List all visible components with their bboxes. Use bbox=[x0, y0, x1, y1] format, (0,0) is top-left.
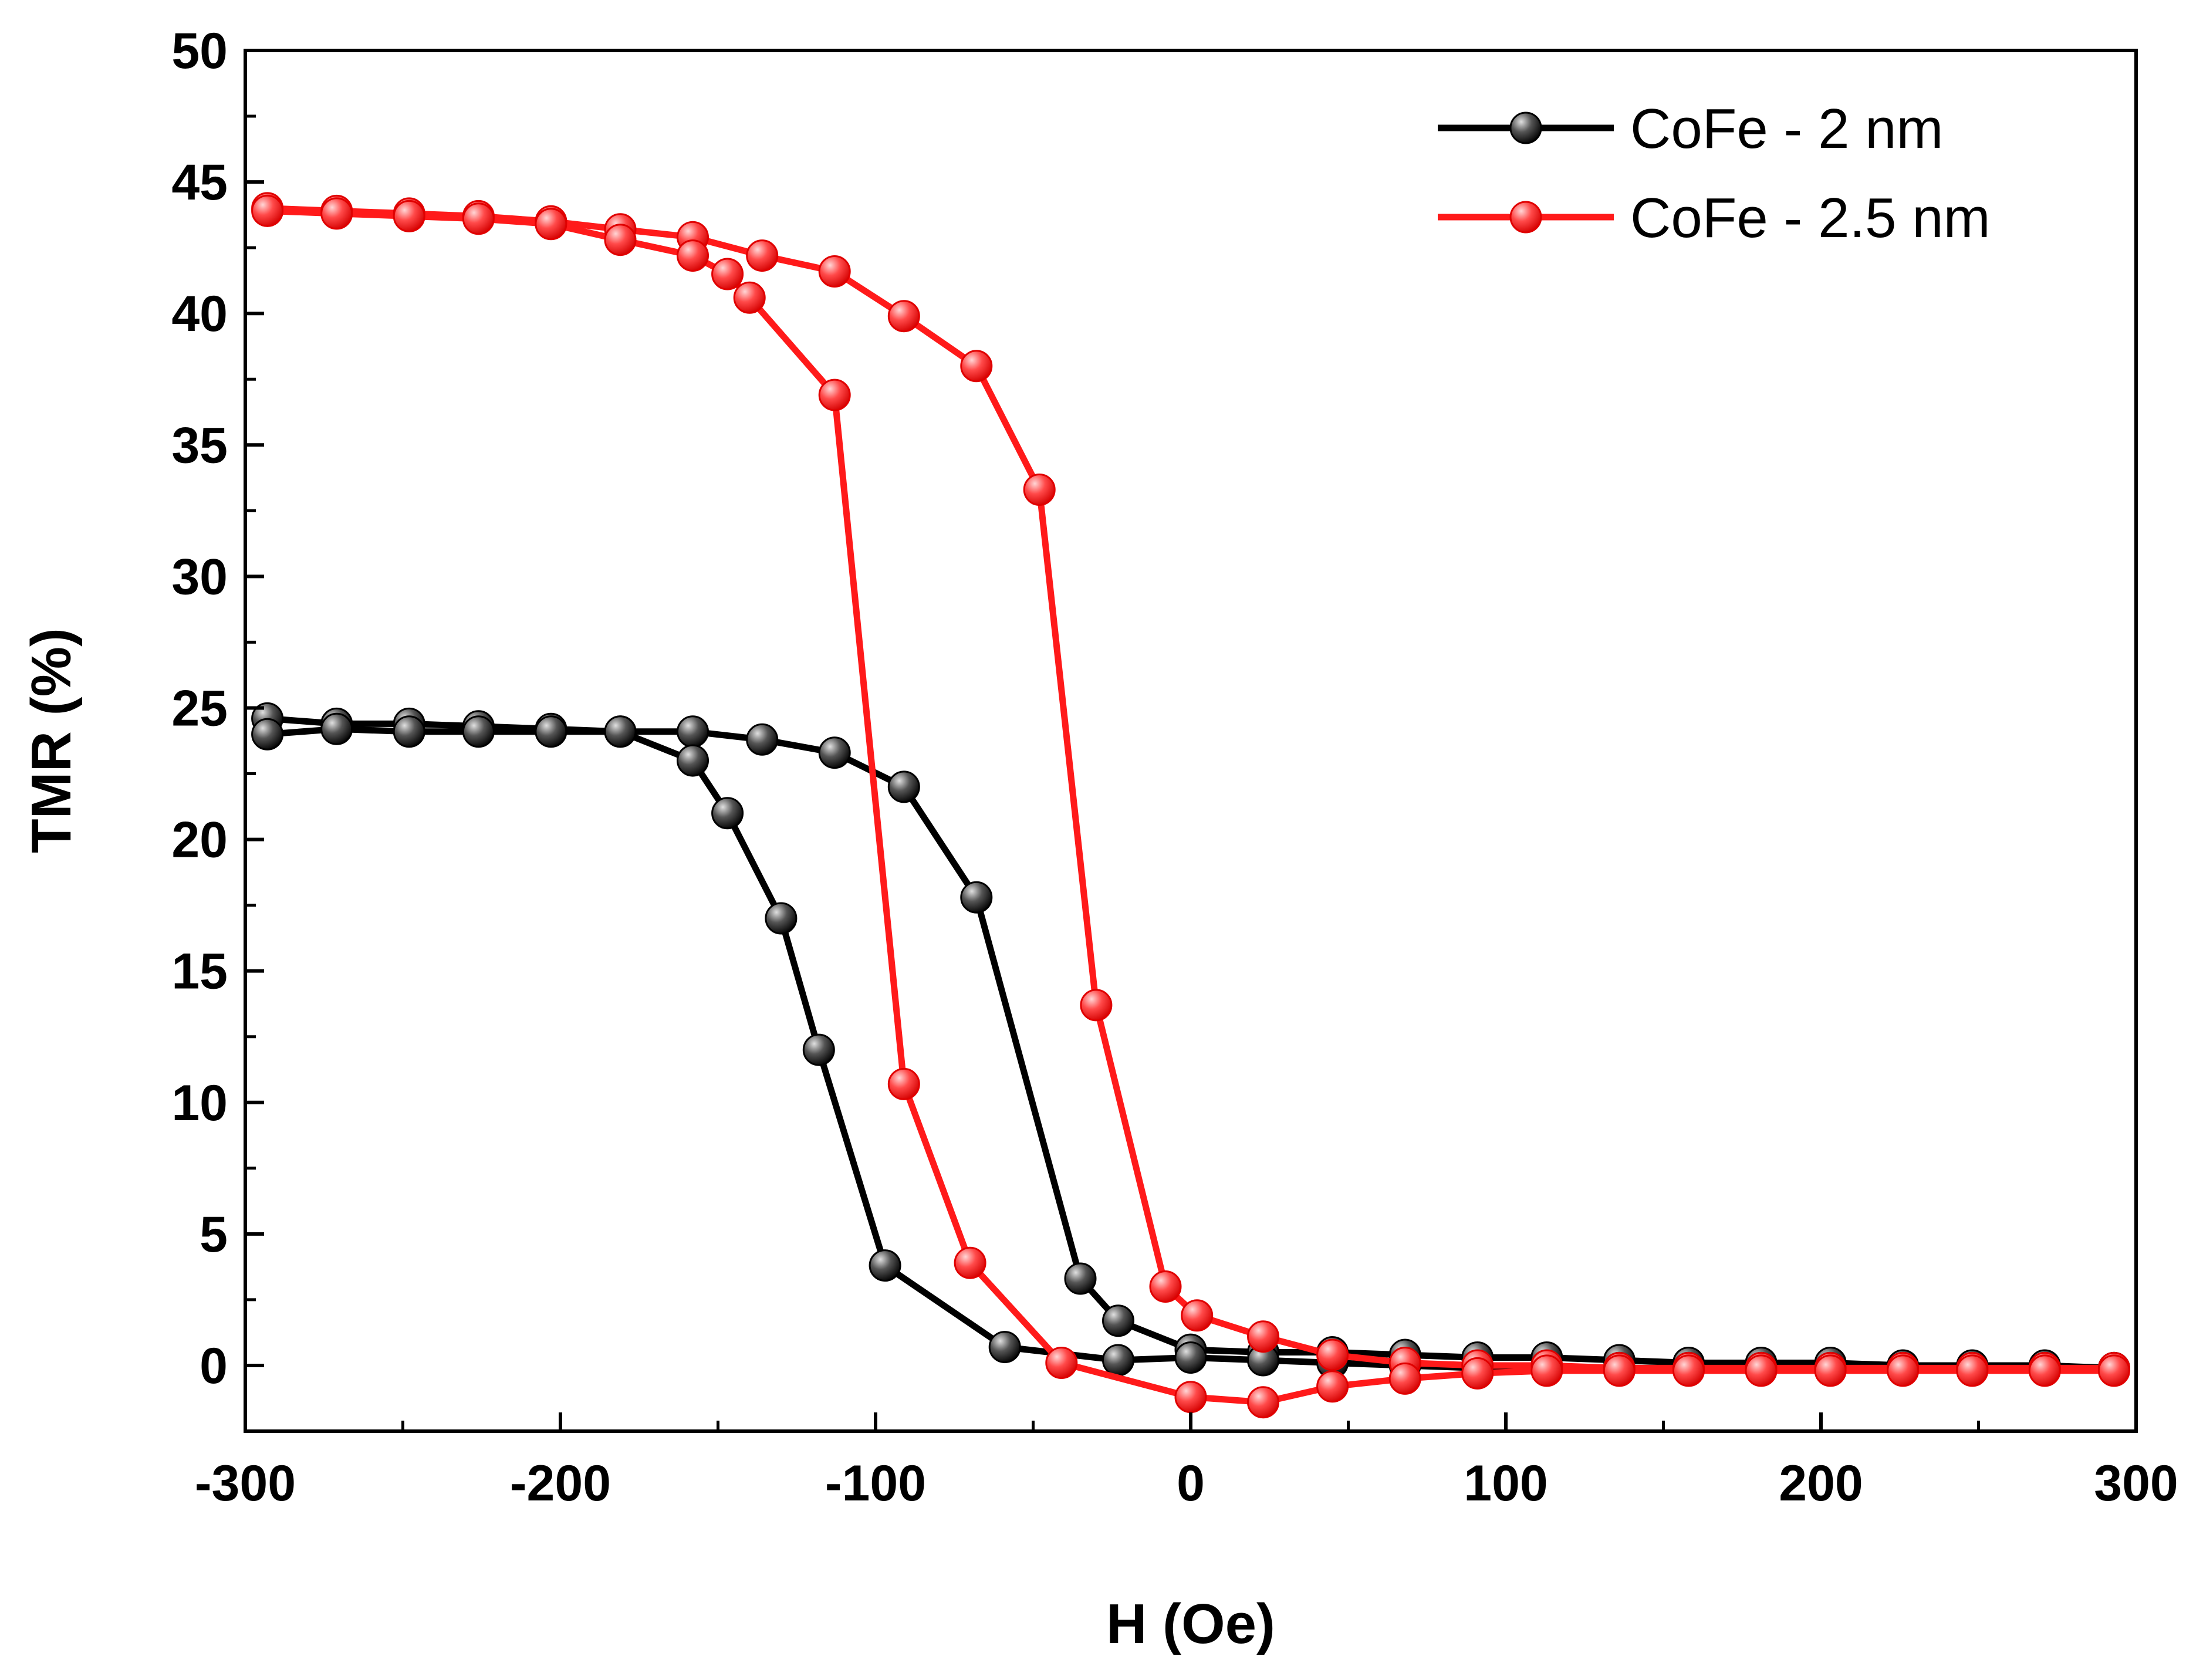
data-point-cofe-2-5nm bbox=[2097, 1354, 2130, 1387]
data-point-cofe-2-5nm bbox=[251, 194, 284, 227]
y-tick-label: 10 bbox=[171, 1075, 228, 1131]
y-tick-label: 35 bbox=[171, 417, 228, 474]
data-point-cofe-2-5nm bbox=[1461, 1357, 1494, 1390]
data-point-cofe-2-5nm bbox=[1247, 1320, 1279, 1353]
series-line-cofe-2nm-branch-1 bbox=[264, 715, 2117, 1371]
data-point-cofe-2-5nm bbox=[1247, 1386, 1279, 1419]
data-point-cofe-2-5nm bbox=[1672, 1354, 1705, 1387]
legend: CoFe - 2 nm CoFe - 2.5 nm bbox=[1438, 97, 1991, 249]
plot-frame bbox=[244, 49, 2138, 1433]
y-tick-label: 15 bbox=[171, 944, 228, 1000]
y-tick-label: 45 bbox=[171, 154, 228, 211]
x-tick-label: -200 bbox=[510, 1455, 611, 1512]
series-cofe-2nm bbox=[251, 702, 2130, 1384]
x-tick-label: -300 bbox=[195, 1455, 296, 1512]
y-axis-title: TMR (%) bbox=[20, 628, 83, 853]
data-point-cofe-2-5nm bbox=[711, 258, 744, 290]
data-point-cofe-2nm bbox=[1102, 1304, 1134, 1337]
data-point-cofe-2-5nm bbox=[960, 350, 993, 383]
x-axis: -300 -200 -100 0 100 200 300 bbox=[195, 1412, 2178, 1512]
data-point-cofe-2-5nm bbox=[954, 1246, 986, 1279]
data-point-cofe-2-5nm bbox=[1316, 1338, 1349, 1371]
data-point-cofe-2nm bbox=[604, 715, 637, 748]
data-point-cofe-2nm bbox=[393, 715, 425, 748]
data-point-cofe-2-5nm bbox=[2028, 1354, 2061, 1387]
data-point-cofe-2-5nm bbox=[1887, 1354, 1920, 1387]
series-line-cofe-2nm-branch-2 bbox=[264, 725, 2117, 1371]
data-point-cofe-2-5nm bbox=[677, 239, 709, 272]
plot-series bbox=[251, 192, 2130, 1419]
data-point-cofe-2nm bbox=[462, 715, 495, 748]
legend-label-cofe-2-5nm: CoFe - 2.5 nm bbox=[1630, 187, 1991, 249]
data-point-cofe-2nm bbox=[960, 881, 993, 914]
data-point-cofe-2nm bbox=[1174, 1341, 1207, 1374]
y-tick-label: 40 bbox=[171, 286, 228, 342]
data-point-cofe-2-5nm bbox=[818, 378, 851, 411]
data-point-cofe-2-5nm bbox=[746, 239, 779, 272]
series-cofe-2-5nm bbox=[251, 192, 2130, 1419]
data-point-cofe-2nm bbox=[887, 770, 920, 803]
data-point-cofe-2-5nm bbox=[887, 300, 920, 333]
data-point-cofe-2-5nm bbox=[535, 208, 567, 241]
y-tick-label: 20 bbox=[171, 812, 228, 868]
data-point-cofe-2nm bbox=[677, 744, 709, 777]
y-tick-label: 5 bbox=[200, 1206, 228, 1263]
x-tick-label: -100 bbox=[825, 1455, 926, 1512]
x-tick-label: 0 bbox=[1177, 1455, 1205, 1512]
data-point-cofe-2nm bbox=[1102, 1344, 1134, 1377]
data-point-cofe-2-5nm bbox=[320, 197, 353, 230]
data-point-cofe-2-5nm bbox=[1174, 1381, 1207, 1414]
series-line-cofe-2-5nm-branch-2 bbox=[264, 207, 2117, 1406]
data-point-cofe-2-5nm bbox=[393, 200, 425, 232]
y-tick-label: 0 bbox=[200, 1338, 228, 1394]
data-point-cofe-2-5nm bbox=[818, 255, 851, 288]
y-tick-label: 50 bbox=[171, 23, 228, 79]
data-point-cofe-2-5nm bbox=[887, 1067, 920, 1100]
data-point-cofe-2-5nm bbox=[733, 281, 766, 314]
data-point-cofe-2nm bbox=[988, 1331, 1021, 1364]
data-point-cofe-2-5nm bbox=[1814, 1354, 1847, 1387]
data-point-cofe-2-5nm bbox=[462, 202, 495, 235]
series-line-cofe-2-5nm-branch-1 bbox=[264, 205, 2117, 1371]
data-point-cofe-2nm bbox=[251, 718, 284, 751]
data-point-cofe-2nm bbox=[765, 902, 798, 935]
x-tick-label: 200 bbox=[1779, 1455, 1863, 1512]
y-axis: 0 5 10 15 20 25 30 35 40 45 50 bbox=[171, 23, 264, 1394]
data-point-cofe-2nm bbox=[535, 715, 567, 748]
data-point-cofe-2nm bbox=[869, 1249, 901, 1282]
data-point-cofe-2nm bbox=[320, 712, 353, 745]
x-tick-label: 100 bbox=[1464, 1455, 1548, 1512]
data-point-cofe-2-5nm bbox=[1023, 474, 1056, 506]
data-point-cofe-2nm bbox=[711, 797, 744, 830]
data-point-cofe-2-5nm bbox=[1316, 1370, 1349, 1403]
data-point-cofe-2nm bbox=[818, 736, 851, 769]
data-point-cofe-2-5nm bbox=[1181, 1299, 1214, 1332]
data-point-cofe-2-5nm bbox=[604, 224, 637, 256]
data-point-cofe-2-5nm bbox=[1080, 989, 1113, 1022]
y-tick-label: 25 bbox=[171, 680, 228, 736]
data-point-cofe-2nm bbox=[746, 723, 779, 756]
legend-marker-cofe-2-5nm bbox=[1509, 201, 1542, 234]
data-point-cofe-2-5nm bbox=[1045, 1347, 1078, 1379]
data-point-cofe-2-5nm bbox=[1603, 1354, 1636, 1387]
data-point-cofe-2-5nm bbox=[1745, 1354, 1778, 1387]
data-point-cofe-2nm bbox=[802, 1033, 835, 1066]
legend-label-cofe-2nm: CoFe - 2 nm bbox=[1630, 97, 1943, 160]
data-point-cofe-2nm bbox=[1064, 1262, 1097, 1295]
x-axis-title: H (Oe) bbox=[1106, 1593, 1275, 1655]
data-point-cofe-2-5nm bbox=[1956, 1354, 1989, 1387]
y-tick-label: 30 bbox=[171, 549, 228, 605]
data-point-cofe-2nm bbox=[677, 715, 709, 748]
data-point-cofe-2-5nm bbox=[1530, 1354, 1563, 1387]
legend-marker-cofe-2nm bbox=[1509, 111, 1542, 144]
data-point-cofe-2-5nm bbox=[1149, 1270, 1182, 1303]
data-point-cofe-2-5nm bbox=[1388, 1362, 1421, 1395]
x-tick-label: 300 bbox=[2094, 1455, 2178, 1512]
